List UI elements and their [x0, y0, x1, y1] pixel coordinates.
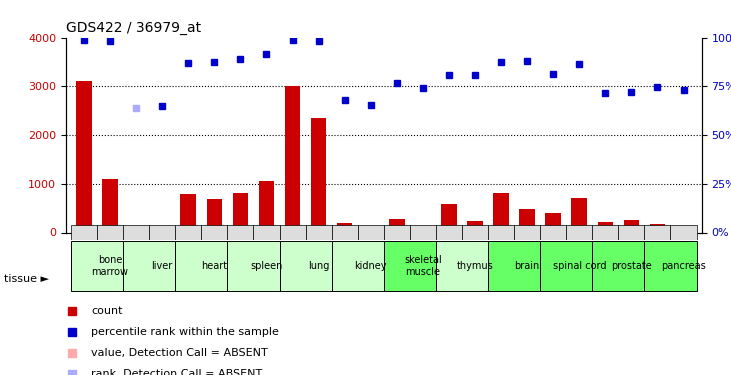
FancyBboxPatch shape	[645, 225, 670, 240]
FancyBboxPatch shape	[71, 241, 123, 291]
Text: GDS422 / 36979_at: GDS422 / 36979_at	[66, 21, 201, 35]
Bar	[76, 81, 92, 232]
Text: tissue ►: tissue ►	[4, 274, 49, 284]
Text: bone
marrow: bone marrow	[91, 255, 129, 277]
FancyBboxPatch shape	[384, 241, 436, 291]
FancyBboxPatch shape	[540, 241, 592, 291]
Text: percentile rank within the sample: percentile rank within the sample	[91, 327, 279, 337]
Text: value, Detection Call = ABSENT: value, Detection Call = ABSENT	[91, 348, 268, 358]
FancyBboxPatch shape	[436, 225, 462, 240]
FancyBboxPatch shape	[254, 225, 279, 240]
FancyBboxPatch shape	[201, 225, 227, 240]
Bar	[259, 182, 274, 232]
Text: skeletal
muscle: skeletal muscle	[404, 255, 442, 277]
FancyBboxPatch shape	[410, 225, 436, 240]
FancyBboxPatch shape	[123, 241, 175, 291]
FancyBboxPatch shape	[279, 241, 332, 291]
FancyBboxPatch shape	[645, 241, 697, 291]
Bar	[102, 179, 118, 232]
FancyBboxPatch shape	[279, 225, 306, 240]
FancyBboxPatch shape	[332, 225, 357, 240]
Bar	[650, 224, 665, 232]
FancyBboxPatch shape	[332, 241, 384, 291]
FancyBboxPatch shape	[488, 225, 514, 240]
Text: count: count	[91, 306, 123, 316]
FancyBboxPatch shape	[384, 225, 410, 240]
FancyBboxPatch shape	[514, 225, 540, 240]
Text: prostate: prostate	[611, 261, 652, 271]
FancyBboxPatch shape	[175, 241, 227, 291]
FancyBboxPatch shape	[436, 241, 488, 291]
Text: liver: liver	[151, 261, 173, 271]
Bar	[311, 118, 327, 232]
Bar	[415, 227, 431, 232]
FancyBboxPatch shape	[592, 225, 618, 240]
FancyBboxPatch shape	[357, 225, 384, 240]
FancyBboxPatch shape	[567, 225, 592, 240]
Text: spinal cord: spinal cord	[553, 261, 606, 271]
Bar	[285, 86, 300, 232]
Bar	[129, 229, 144, 232]
Bar	[493, 192, 509, 232]
Text: brain: brain	[515, 261, 539, 271]
FancyBboxPatch shape	[306, 225, 332, 240]
Bar	[675, 227, 692, 232]
Bar	[389, 219, 405, 232]
FancyBboxPatch shape	[462, 225, 488, 240]
FancyBboxPatch shape	[488, 241, 540, 291]
FancyBboxPatch shape	[670, 225, 697, 240]
Bar	[467, 221, 482, 232]
Bar	[624, 220, 639, 232]
Bar	[154, 231, 170, 232]
FancyBboxPatch shape	[540, 225, 567, 240]
FancyBboxPatch shape	[227, 225, 254, 240]
Text: lung: lung	[308, 261, 329, 271]
FancyBboxPatch shape	[592, 241, 645, 291]
FancyBboxPatch shape	[71, 225, 97, 240]
Bar	[545, 213, 561, 232]
FancyBboxPatch shape	[123, 225, 149, 240]
Bar	[519, 209, 535, 232]
FancyBboxPatch shape	[618, 225, 645, 240]
Bar	[181, 195, 196, 232]
FancyBboxPatch shape	[175, 225, 201, 240]
Text: pancreas: pancreas	[661, 261, 706, 271]
Text: heart: heart	[201, 261, 227, 271]
Text: thymus: thymus	[457, 261, 493, 271]
Bar	[232, 192, 249, 232]
FancyBboxPatch shape	[227, 241, 279, 291]
Bar	[337, 223, 352, 232]
Bar	[363, 229, 379, 232]
Bar	[597, 222, 613, 232]
Bar	[207, 200, 222, 232]
Text: rank, Detection Call = ABSENT: rank, Detection Call = ABSENT	[91, 369, 262, 375]
FancyBboxPatch shape	[97, 225, 123, 240]
Bar	[572, 198, 587, 232]
Text: spleen: spleen	[250, 261, 283, 271]
Bar	[441, 204, 457, 232]
FancyBboxPatch shape	[149, 225, 175, 240]
Text: kidney: kidney	[355, 261, 387, 271]
